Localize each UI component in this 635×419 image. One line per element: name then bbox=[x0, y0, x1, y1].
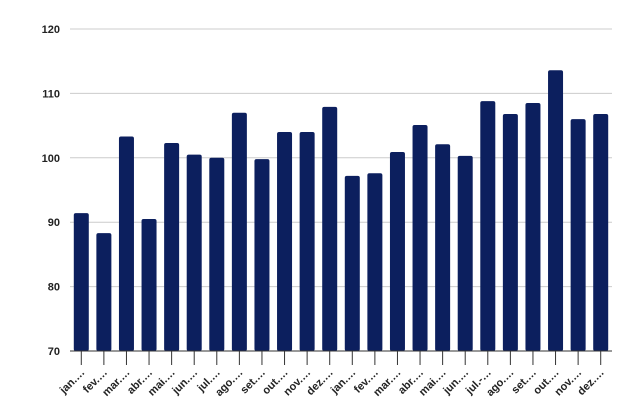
x-tick-label: jan.… bbox=[328, 367, 358, 397]
bar bbox=[502, 114, 518, 352]
bar bbox=[435, 144, 451, 351]
x-tick-label: jun.… bbox=[170, 367, 201, 398]
bar bbox=[96, 233, 112, 351]
y-tick-label: 70 bbox=[48, 346, 60, 358]
bar bbox=[164, 142, 180, 351]
bar bbox=[322, 106, 338, 351]
x-tick-label: jun.… bbox=[441, 367, 472, 398]
bar bbox=[254, 159, 270, 351]
y-tick-label: 120 bbox=[42, 24, 60, 36]
y-tick-label: 110 bbox=[42, 88, 60, 100]
bar bbox=[277, 132, 293, 351]
bar bbox=[412, 124, 428, 352]
y-tick-label: 80 bbox=[48, 282, 60, 294]
bar bbox=[367, 173, 383, 351]
bar bbox=[73, 213, 89, 351]
bar bbox=[480, 101, 496, 352]
bar bbox=[593, 114, 609, 352]
bar bbox=[548, 70, 564, 351]
bar bbox=[118, 136, 134, 351]
y-tick-label: 90 bbox=[48, 217, 60, 229]
x-tick-label: jan.… bbox=[57, 367, 87, 397]
bar bbox=[141, 218, 157, 351]
bar bbox=[344, 175, 360, 351]
bar bbox=[231, 112, 247, 351]
bar bbox=[389, 152, 405, 351]
bar bbox=[525, 103, 541, 351]
bar bbox=[299, 132, 315, 351]
bar bbox=[457, 155, 473, 351]
y-tick-label: 100 bbox=[42, 153, 60, 165]
bar bbox=[186, 154, 202, 351]
bar bbox=[570, 119, 586, 351]
bar bbox=[209, 157, 225, 351]
